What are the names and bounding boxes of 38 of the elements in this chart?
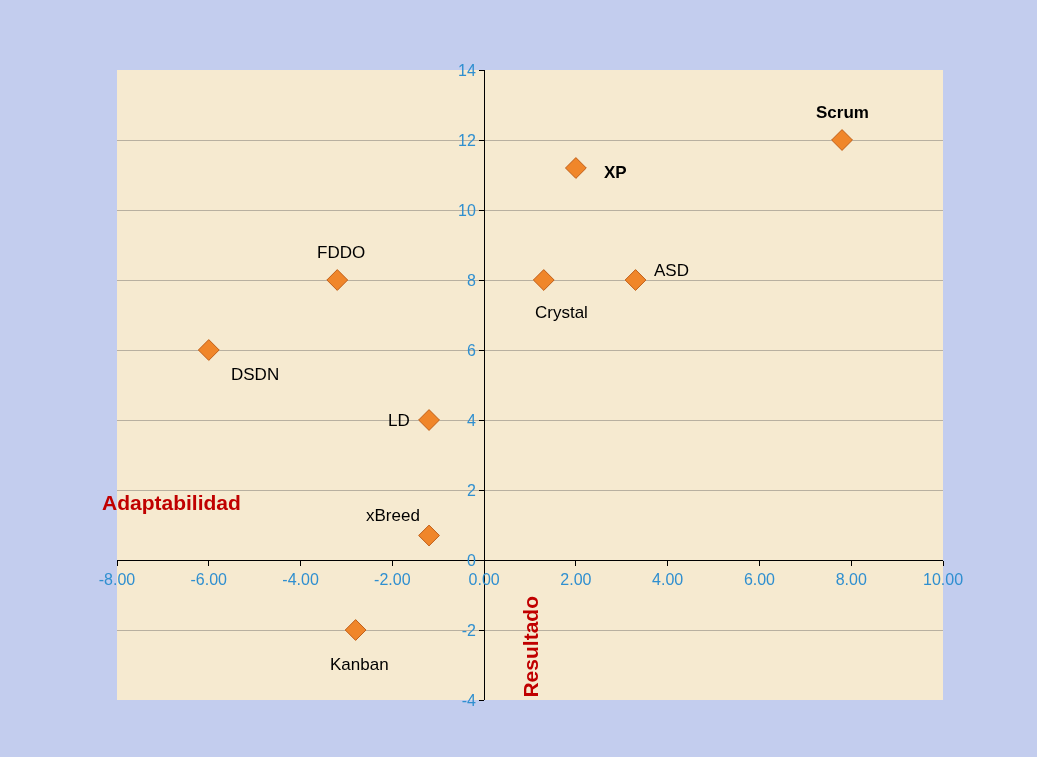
y-tick-label: 8 <box>467 271 476 289</box>
y-tick-label: 12 <box>458 131 477 149</box>
annotation: ASD <box>654 261 689 280</box>
point <box>326 269 349 291</box>
y-tick-label: 4 <box>467 411 476 429</box>
x-tick-label: 4.00 <box>652 571 684 589</box>
point <box>831 129 853 151</box>
x-tick-label: -4.00 <box>282 571 319 589</box>
y-axis-title: Resultado <box>518 596 542 698</box>
x-tick-label: 2.00 <box>560 571 592 589</box>
y-tick-label: -4 <box>461 691 476 709</box>
annotation: Crystal <box>535 303 588 322</box>
point <box>418 524 440 547</box>
x-tick-label: -8.00 <box>98 571 136 589</box>
annotation: xBreed <box>366 506 420 525</box>
x-tick-label: -2.00 <box>374 571 411 589</box>
annotation: Kanban <box>330 655 389 674</box>
y-tick-label: 6 <box>467 341 476 359</box>
y-tick-label: 14 <box>458 61 477 79</box>
point <box>532 269 555 291</box>
x-tick-label: 8.00 <box>835 571 867 589</box>
y-tick-label: 10 <box>458 201 477 219</box>
point <box>624 269 647 291</box>
x-axis-title: Adaptabilidad <box>102 491 241 514</box>
x-tick-label: -6.00 <box>190 571 228 589</box>
point <box>344 619 367 641</box>
x-tick-label: 6.00 <box>743 571 776 589</box>
x-tick-label: 10.00 <box>922 571 964 589</box>
annotation: DSDN <box>231 365 280 384</box>
annotation: LD <box>388 411 410 430</box>
point <box>564 157 587 179</box>
point <box>418 409 440 431</box>
point <box>197 339 220 361</box>
annotation: FDDO <box>317 243 366 262</box>
annotation: Scrum <box>816 103 869 122</box>
y-tick-label: -2 <box>461 621 476 639</box>
annotation: XP <box>604 163 627 182</box>
y-tick-label: 2 <box>467 481 476 499</box>
